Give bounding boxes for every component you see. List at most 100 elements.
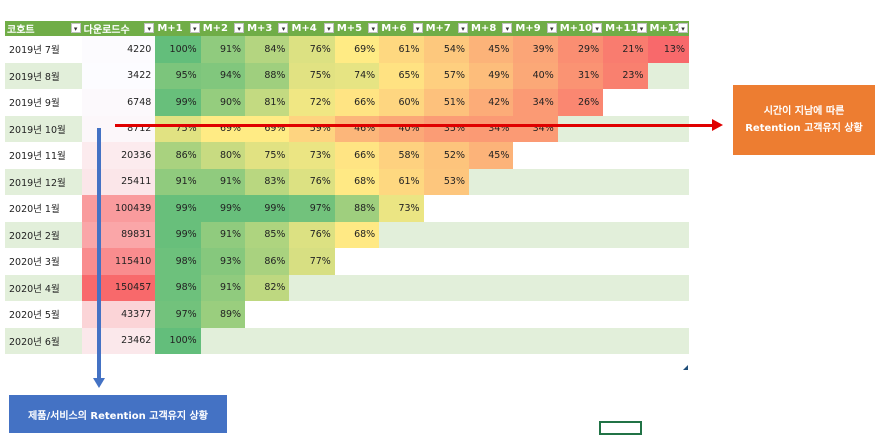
retention-cell[interactable]: 84%	[245, 36, 290, 63]
empty-cell[interactable]	[245, 301, 290, 328]
retention-cell[interactable]: 42%	[468, 89, 514, 116]
retention-cell[interactable]: 73%	[289, 142, 335, 169]
downloads-cell[interactable]: 25411	[81, 168, 156, 195]
column-header-11[interactable]: M+10 ▾	[557, 21, 604, 36]
retention-cell[interactable]: 52%	[423, 142, 469, 169]
downloads-cell[interactable]: 20336	[81, 142, 156, 169]
retention-cell[interactable]: 97%	[289, 195, 335, 222]
retention-cell[interactable]: 99%	[155, 195, 201, 222]
retention-cell[interactable]: 75%	[245, 142, 290, 169]
retention-cell[interactable]: 86%	[155, 142, 201, 169]
empty-cell[interactable]	[468, 195, 514, 222]
retention-cell[interactable]: 99%	[200, 195, 246, 222]
retention-cell[interactable]: 93%	[200, 248, 246, 275]
downloads-cell[interactable]: 89831	[81, 221, 156, 248]
retention-cell[interactable]: 61%	[379, 168, 424, 195]
retention-cell[interactable]: 54%	[423, 36, 469, 63]
retention-cell[interactable]: 21%	[603, 36, 648, 63]
retention-cell[interactable]: 91%	[155, 168, 201, 195]
retention-cell[interactable]: 83%	[245, 168, 290, 195]
retention-cell[interactable]: 76%	[289, 168, 335, 195]
retention-cell[interactable]: 60%	[379, 89, 424, 116]
retention-cell[interactable]: 98%	[155, 274, 201, 301]
retention-cell[interactable]: 91%	[200, 168, 246, 195]
empty-cell[interactable]	[557, 115, 604, 142]
retention-cell[interactable]: 40%	[379, 115, 424, 142]
empty-cell[interactable]	[603, 168, 648, 195]
retention-cell[interactable]: 57%	[423, 62, 469, 89]
empty-cell[interactable]	[289, 327, 335, 354]
cohort-cell[interactable]: 2019년 10월	[5, 115, 82, 142]
column-header-3[interactable]: M+2 ▾	[200, 21, 246, 36]
empty-cell[interactable]	[379, 327, 424, 354]
retention-cell[interactable]: 91%	[200, 36, 246, 63]
filter-dropdown-icon[interactable]: ▾	[412, 23, 423, 33]
empty-cell[interactable]	[334, 301, 380, 328]
retention-cell[interactable]: 75%	[155, 115, 201, 142]
retention-cell[interactable]: 31%	[557, 62, 604, 89]
cohort-cell[interactable]: 2020년 3월	[5, 248, 82, 275]
column-header-6[interactable]: M+5 ▾	[334, 21, 380, 36]
retention-cell[interactable]: 73%	[379, 195, 424, 222]
filter-dropdown-icon[interactable]: ▾	[323, 23, 334, 33]
empty-cell[interactable]	[603, 248, 648, 275]
column-header-10[interactable]: M+9 ▾	[513, 21, 558, 36]
empty-cell[interactable]	[468, 327, 514, 354]
empty-cell[interactable]	[379, 221, 424, 248]
empty-cell[interactable]	[557, 248, 604, 275]
retention-cell[interactable]: 29%	[557, 36, 604, 63]
retention-cell[interactable]: 100%	[155, 327, 201, 354]
retention-cell[interactable]: 23%	[603, 62, 648, 89]
cohort-cell[interactable]: 2019년 11월	[5, 142, 82, 169]
filter-dropdown-icon[interactable]: ▾	[546, 23, 557, 33]
retention-cell[interactable]: 61%	[379, 36, 424, 63]
cohort-cell[interactable]: 2020년 5월	[5, 301, 82, 328]
retention-cell[interactable]: 58%	[379, 142, 424, 169]
downloads-cell[interactable]: 6748	[81, 89, 156, 116]
retention-cell[interactable]: 46%	[334, 115, 380, 142]
cohort-cell[interactable]: 2020년 4월	[5, 274, 82, 301]
cohort-cell[interactable]: 2020년 2월	[5, 221, 82, 248]
column-header-8[interactable]: M+7 ▾	[423, 21, 469, 36]
table-resize-handle[interactable]	[683, 365, 688, 370]
retention-cell[interactable]: 74%	[334, 62, 380, 89]
empty-cell[interactable]	[647, 62, 689, 89]
cohort-cell[interactable]: 2019년 9월	[5, 89, 82, 116]
retention-cell[interactable]: 99%	[155, 221, 201, 248]
retention-cell[interactable]: 34%	[468, 115, 514, 142]
empty-cell[interactable]	[557, 301, 604, 328]
retention-cell[interactable]: 40%	[513, 62, 558, 89]
time-retention-callout[interactable]: 시간이 지남에 따른 Retention 고객유지 상황	[733, 85, 875, 155]
selected-cell[interactable]	[599, 421, 642, 435]
retention-cell[interactable]: 53%	[423, 168, 469, 195]
downloads-cell[interactable]: 3422	[81, 62, 156, 89]
empty-cell[interactable]	[423, 248, 469, 275]
empty-cell[interactable]	[603, 142, 648, 169]
retention-cell[interactable]: 66%	[334, 142, 380, 169]
retention-cell[interactable]: 95%	[155, 62, 201, 89]
column-header-12[interactable]: M+11 ▾	[603, 21, 648, 36]
filter-dropdown-icon[interactable]: ▾	[457, 23, 468, 33]
retention-cell[interactable]: 88%	[245, 62, 290, 89]
downloads-cell[interactable]: 150457	[81, 274, 156, 301]
retention-cell[interactable]: 82%	[245, 274, 290, 301]
retention-cell[interactable]: 81%	[245, 89, 290, 116]
column-header-1[interactable]: 다운로드수 ▾	[81, 21, 156, 36]
downloads-cell[interactable]: 43377	[81, 301, 156, 328]
empty-cell[interactable]	[289, 274, 335, 301]
empty-cell[interactable]	[513, 301, 558, 328]
retention-cell[interactable]: 13%	[647, 36, 689, 63]
retention-cell[interactable]: 100%	[155, 36, 201, 63]
empty-cell[interactable]	[557, 327, 604, 354]
retention-cell[interactable]: 69%	[245, 115, 290, 142]
empty-cell[interactable]	[289, 301, 335, 328]
empty-cell[interactable]	[513, 327, 558, 354]
filter-dropdown-icon[interactable]: ▾	[144, 23, 155, 33]
retention-cell[interactable]: 34%	[513, 89, 558, 116]
filter-dropdown-icon[interactable]: ▾	[278, 23, 289, 33]
retention-cell[interactable]: 59%	[289, 115, 335, 142]
retention-cell[interactable]: 85%	[245, 221, 290, 248]
empty-cell[interactable]	[603, 89, 648, 116]
empty-cell[interactable]	[557, 168, 604, 195]
empty-cell[interactable]	[513, 142, 558, 169]
